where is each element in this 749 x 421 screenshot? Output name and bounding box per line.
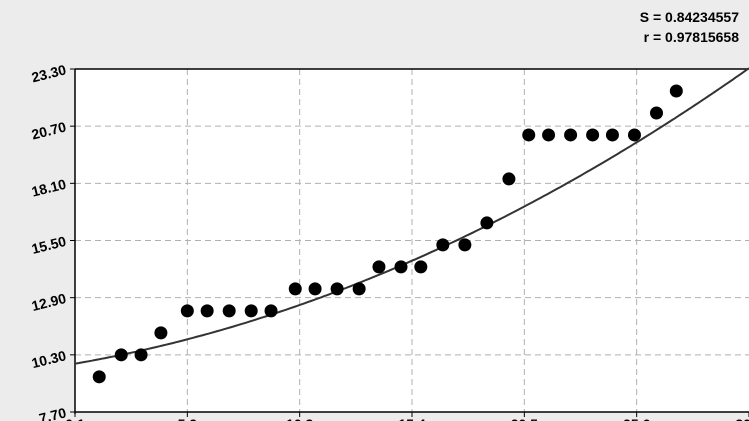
x-tick-label: 15.4 [398, 416, 425, 421]
x-tick-label: 30.7 [735, 416, 749, 421]
data-point [502, 172, 516, 186]
data-point [92, 370, 106, 384]
data-point [288, 282, 302, 296]
data-point [564, 128, 578, 142]
data-point [134, 348, 148, 362]
data-point [154, 326, 168, 340]
y-tick-label: 23.30 [30, 61, 68, 85]
data-point [605, 128, 619, 142]
data-point [669, 84, 683, 98]
x-tick-label: 20.5 [511, 416, 538, 421]
x-tick-label: 5.2 [178, 416, 198, 421]
y-tick-label: 15.50 [30, 233, 68, 257]
r-statistic: r = 0.97815658 [643, 29, 739, 45]
x-tick-label: 25.6 [623, 416, 650, 421]
data-point [114, 348, 128, 362]
y-tick-label: 10.30 [30, 347, 68, 371]
y-tick-label: 12.90 [30, 290, 68, 314]
y-tick-label: 18.10 [30, 176, 68, 200]
data-point [394, 260, 408, 274]
data-point [330, 282, 344, 296]
data-point [372, 260, 386, 274]
s-statistic: S = 0.84234557 [639, 9, 739, 25]
y-tick-label: 20.70 [30, 119, 68, 143]
x-tick-label: 10.3 [286, 416, 313, 421]
data-point [436, 238, 450, 252]
data-point [352, 282, 366, 296]
data-point [649, 106, 663, 120]
data-point [586, 128, 600, 142]
y-tick-label: 7.70 [37, 404, 68, 421]
data-point [308, 282, 322, 296]
data-point [542, 128, 556, 142]
data-point [180, 304, 194, 318]
data-point [244, 304, 258, 318]
data-point [480, 216, 494, 230]
data-point [414, 260, 428, 274]
data-point [522, 128, 536, 142]
data-point [200, 304, 214, 318]
data-point [222, 304, 236, 318]
data-point [264, 304, 278, 318]
data-point [627, 128, 641, 142]
fit-curve [74, 67, 749, 365]
data-point [458, 238, 472, 252]
x-tick-label: 0.1 [65, 416, 85, 421]
